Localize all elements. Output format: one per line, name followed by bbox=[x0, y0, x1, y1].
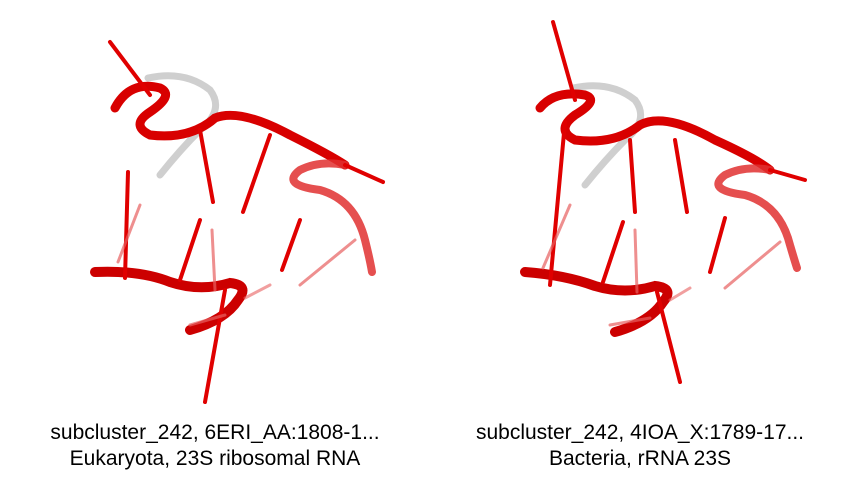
backbone-lower bbox=[90, 266, 248, 335]
base-sticks bbox=[541, 20, 807, 384]
structure-caption-right: subcluster_242, 4IOA_X:1789-17... Bacter… bbox=[425, 420, 855, 472]
loop-segment bbox=[569, 82, 645, 189]
structure-panel-left: subcluster_242, 6ERI_AA:1808-1... Eukary… bbox=[0, 40, 430, 472]
structure-caption-left: subcluster_242, 6ERI_AA:1808-1... Eukary… bbox=[0, 420, 430, 472]
structure-panel-right: subcluster_242, 4IOA_X:1789-17... Bacter… bbox=[425, 0, 855, 480]
rna-3d-render-left bbox=[90, 40, 385, 404]
caption-title: subcluster_242, 6ERI_AA:1808-1... bbox=[50, 421, 380, 444]
caption-subtitle: Bacteria, rRNA 23S bbox=[548, 447, 732, 470]
caption-title: subcluster_242, 4IOA_X:1789-17... bbox=[475, 421, 805, 444]
backbone-upper bbox=[535, 89, 775, 175]
caption-subtitle: Eukaryota, 23S ribosomal RNA bbox=[69, 447, 361, 470]
rna-3d-render-right bbox=[520, 20, 807, 384]
base-sticks bbox=[108, 40, 385, 404]
backbone-right bbox=[714, 164, 801, 272]
backbone-right bbox=[289, 159, 376, 276]
backbone-lower bbox=[520, 267, 673, 337]
loop-segment bbox=[144, 72, 220, 179]
backbone-upper bbox=[110, 81, 350, 170]
